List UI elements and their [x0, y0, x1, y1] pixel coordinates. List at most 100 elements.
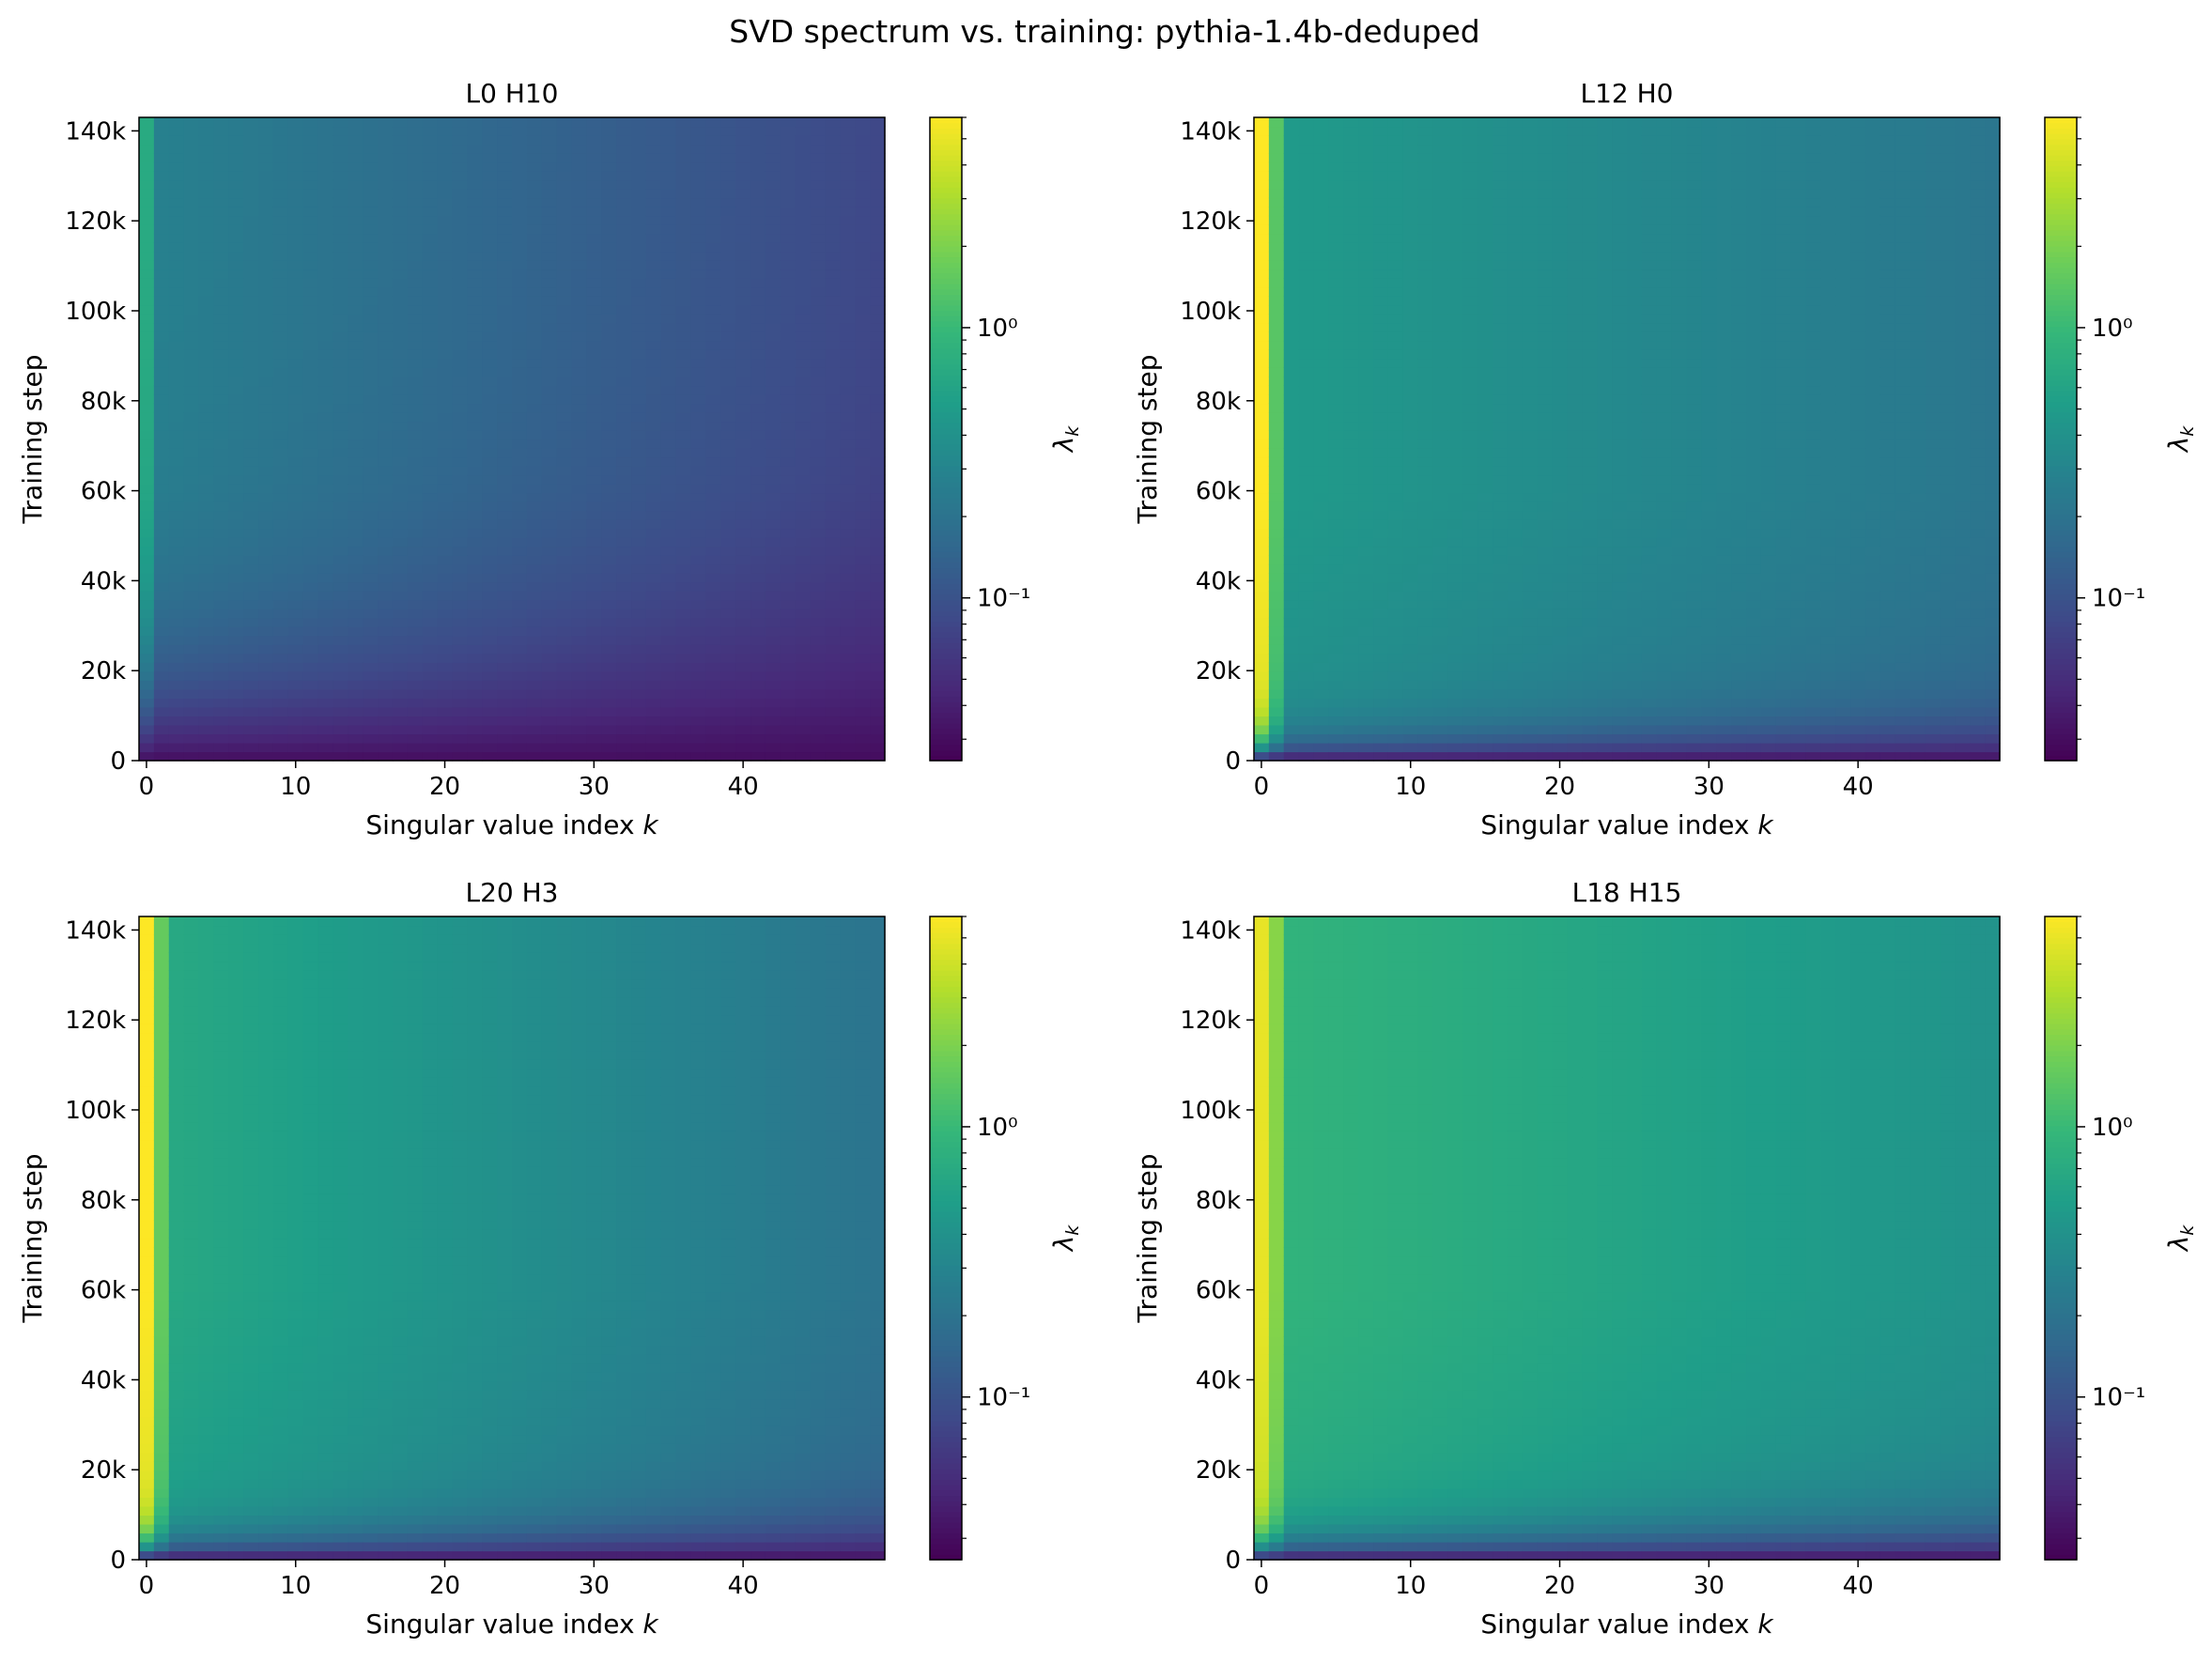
heatmap-cell — [348, 367, 364, 377]
heatmap-cell — [1373, 706, 1389, 717]
heatmap-cell — [258, 411, 274, 423]
heatmap-cell — [1358, 403, 1374, 413]
heatmap-cell — [1477, 251, 1493, 261]
heatmap-cell — [407, 376, 424, 387]
heatmap-cell — [1343, 367, 1359, 377]
colorbar-segment — [930, 696, 962, 702]
heatmap-cell — [168, 242, 185, 253]
heatmap-cell — [1402, 456, 1419, 467]
heatmap-cell — [1283, 617, 1300, 627]
heatmap-cell — [675, 135, 692, 146]
heatmap-cell — [571, 591, 587, 601]
heatmap-cell — [467, 626, 483, 637]
heatmap-cell — [1402, 555, 1419, 565]
heatmap-cell — [556, 189, 573, 199]
heatmap-cell — [526, 608, 543, 619]
heatmap-cell — [1343, 331, 1359, 342]
heatmap-cell — [392, 653, 409, 663]
heatmap-cell — [720, 573, 736, 583]
heatmap-cell — [1358, 581, 1374, 592]
heatmap-cell — [1432, 278, 1449, 288]
heatmap-cell — [1268, 197, 1285, 208]
heatmap-cell — [392, 153, 409, 163]
heatmap-cell — [720, 242, 736, 253]
heatmap-cell — [571, 171, 587, 181]
heatmap-cell — [467, 349, 483, 360]
heatmap-cell — [616, 179, 632, 190]
heatmap-cell — [780, 322, 797, 332]
heatmap-cell — [437, 331, 454, 342]
heatmap-cell — [452, 528, 468, 538]
heatmap-cell — [153, 733, 170, 744]
heatmap-cell — [407, 224, 424, 235]
heatmap-cell — [243, 171, 259, 181]
heatmap-cell — [526, 474, 543, 485]
heatmap-cell — [750, 322, 766, 332]
heatmap-cell — [1402, 608, 1419, 619]
heatmap-cell — [631, 546, 647, 556]
heatmap-cell — [1328, 501, 1344, 512]
heatmap-cell — [467, 260, 483, 270]
heatmap-cell — [1298, 724, 1315, 735]
heatmap-cell — [243, 322, 259, 332]
heatmap-cell — [512, 698, 528, 708]
heatmap-cell — [363, 224, 379, 235]
heatmap-cell — [1432, 340, 1449, 350]
heatmap-cell — [601, 644, 617, 654]
heatmap-cell — [1328, 314, 1344, 324]
heatmap-cell — [1254, 251, 1270, 261]
heatmap-cells — [139, 117, 886, 762]
heatmap-cell — [556, 322, 573, 332]
heatmap-cell — [780, 591, 797, 601]
heatmap-cell — [1254, 429, 1270, 440]
heatmap-cell — [467, 733, 483, 744]
heatmap-cell — [1477, 340, 1493, 350]
heatmap-cell — [1432, 751, 1449, 762]
heatmap-cell — [482, 439, 498, 449]
heatmap-cell — [571, 233, 587, 243]
heatmap-cell — [1432, 474, 1449, 485]
heatmap-cell — [378, 403, 394, 413]
heatmap-cell — [1493, 733, 1508, 744]
heatmap-cell — [317, 484, 334, 494]
colorbar-segment — [930, 594, 962, 601]
heatmap-cell — [228, 411, 244, 423]
heatmap-cell — [825, 411, 841, 423]
heatmap-cell — [1493, 242, 1508, 253]
heatmap-cell — [795, 563, 812, 574]
heatmap-cell — [497, 716, 513, 726]
heatmap-cell — [168, 492, 185, 502]
heatmap-cell — [1328, 367, 1344, 377]
heatmap-cell — [735, 421, 751, 431]
heatmap-cell — [228, 706, 244, 717]
heatmap-cell — [780, 411, 797, 423]
heatmap-cell — [1417, 653, 1434, 663]
heatmap-cell — [556, 742, 573, 753]
heatmap-cell — [1358, 653, 1374, 663]
heatmap-cell — [1432, 153, 1449, 163]
heatmap-cell — [616, 716, 632, 726]
heatmap-cell — [1402, 189, 1419, 199]
heatmap-cell — [378, 385, 394, 395]
heatmap-cell — [645, 189, 662, 199]
heatmap-cell — [1343, 314, 1359, 324]
heatmap-cell — [198, 617, 214, 627]
heatmap-cell — [287, 135, 304, 146]
heatmap-cell — [1447, 742, 1463, 753]
heatmap-cell — [1283, 385, 1300, 395]
heatmap-cell — [780, 706, 797, 717]
heatmap-cell — [840, 688, 856, 699]
heatmap-cell — [198, 466, 214, 476]
heatmap-cell — [437, 189, 454, 199]
heatmap-cell — [1417, 135, 1434, 146]
heatmap-cell — [512, 367, 528, 377]
heatmap-cell — [1358, 376, 1374, 387]
heatmap-cell — [660, 233, 677, 243]
heatmap-cell — [1402, 340, 1419, 350]
heatmap-cell — [243, 626, 259, 637]
heatmap-cell — [1298, 429, 1315, 440]
heatmap-cell — [258, 528, 274, 538]
heatmap-cell — [586, 207, 602, 217]
heatmap-cell — [1283, 126, 1300, 136]
heatmap-cell — [1373, 411, 1389, 423]
